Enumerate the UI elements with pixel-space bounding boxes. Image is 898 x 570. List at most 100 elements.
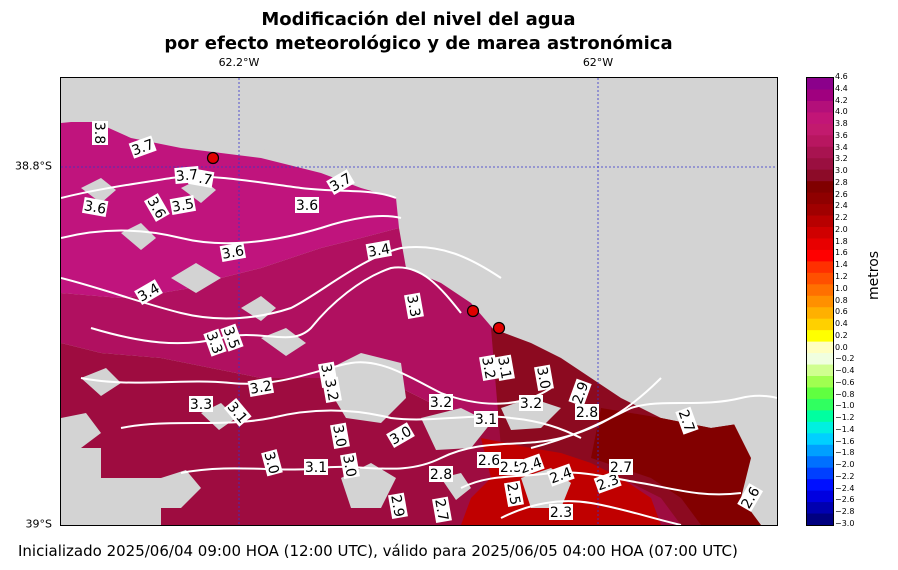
colorbar-tick-label: −1.6 <box>835 436 855 446</box>
station-2-marker[interactable] <box>466 304 480 318</box>
colorbar-segment <box>807 502 833 515</box>
colorbar-segment <box>807 330 833 343</box>
contour-label-bg <box>575 404 599 420</box>
contour-label-text: 3.1 <box>494 356 514 381</box>
land-north <box>61 78 777 525</box>
station-1-marker[interactable] <box>206 151 220 165</box>
colorbar-segment <box>807 307 833 320</box>
contour-2-4 <box>500 500 682 525</box>
colorbar-tick-label: 4.6 <box>835 72 848 81</box>
contour-label-text: 2.3 <box>550 505 572 521</box>
colorbar-tick-label: 1.8 <box>835 236 848 246</box>
contour-label: 2.5 <box>499 459 523 476</box>
lat-label-39: 39°S <box>25 517 52 531</box>
colorbar-segment <box>807 387 833 400</box>
contour-label: 3.2 <box>247 377 275 398</box>
colorbar-tick-label: 0.2 <box>835 330 848 340</box>
colorbar-tick-label: 0.4 <box>835 319 848 329</box>
station-3-marker[interactable] <box>492 321 506 335</box>
colorbar-segment <box>807 284 833 297</box>
contour-label: 2.8 <box>575 404 599 421</box>
contour-label: 2.7 <box>609 459 633 476</box>
land-patch-11 <box>501 398 561 430</box>
contour-label: 3.5 <box>220 323 244 352</box>
colorbar-tick-label: −0.2 <box>835 354 855 364</box>
contour-label-bg <box>479 354 499 382</box>
land-patch-17 <box>61 448 101 525</box>
contour-label-bg <box>546 463 575 487</box>
contour-label-text: 3.7 <box>175 167 199 185</box>
colorbar-segment <box>807 261 833 274</box>
contour-label-text: 2.8 <box>430 467 452 483</box>
colorbar-segment <box>807 376 833 388</box>
contour-label: 3.1 <box>304 459 328 476</box>
contour-label-bg <box>499 459 523 475</box>
contour-3-3 <box>90 266 462 345</box>
contour-label-text: 3.2 <box>249 378 274 398</box>
colorbar-segment <box>807 341 833 354</box>
contour-label-text: 2.9 <box>387 494 407 519</box>
colorbar-tick-label: 3.8 <box>835 119 848 129</box>
contour-label-bg <box>220 323 244 352</box>
contour-label-bg <box>247 377 275 397</box>
contour-label-bg <box>386 422 415 449</box>
contour-label-text: 2.7 <box>431 498 451 523</box>
contour-label-text: 3.8 <box>91 122 107 144</box>
contour-label: 3.0 <box>260 449 283 477</box>
contour-label-text: 2.4 <box>518 455 544 478</box>
contour-label: 2.8 <box>429 466 453 483</box>
contour-label-text: 2.3 <box>595 472 621 495</box>
contour-label-text: 2.6 <box>478 453 500 469</box>
contour-label-bg <box>675 406 699 435</box>
colorbar-tick-label: 0.8 <box>835 295 848 305</box>
contour-label: 3.0 <box>533 364 554 392</box>
colorbar-tick-label: 4.2 <box>835 95 848 105</box>
contour-label: 3.6 <box>219 242 247 263</box>
contour-label-text: 3.5 <box>171 196 196 216</box>
colorbar-segment <box>807 364 833 377</box>
contour-label-text: 3.7 <box>130 137 156 160</box>
colorbar-segment <box>807 513 833 526</box>
land-patch-7 <box>261 328 306 356</box>
lat-label-38-8: 38.8°S <box>15 159 52 173</box>
contour-label-text: 3.2 <box>478 356 498 381</box>
contour-label-text: 3.2 <box>520 396 542 412</box>
station-markers[interactable] <box>206 151 506 335</box>
contour-label-bg <box>568 378 592 407</box>
region-level-3-8 <box>61 120 399 298</box>
colorbar-segment <box>807 215 833 228</box>
colorbar-tick-label: 4.0 <box>835 107 848 117</box>
contour-label: 2.4 <box>546 463 575 487</box>
contour-label: 3.3 <box>189 396 213 413</box>
contour-label: 3.2 <box>321 376 342 404</box>
contour-label-bg <box>295 197 319 213</box>
contour-label-bg <box>340 452 360 480</box>
colorbar-segment <box>807 146 833 159</box>
contour-label-text: 3.3 <box>203 330 226 356</box>
contour-label: 2.7 <box>431 496 452 524</box>
contour-label-text: 3.5 <box>220 325 243 351</box>
contour-label-bg <box>261 449 283 477</box>
contour-label-bg <box>609 459 633 475</box>
colorbar-tick-label: 1.4 <box>835 260 848 270</box>
contour-label: 3.2 <box>519 395 543 412</box>
contour-label-text: 3.2 <box>430 395 452 411</box>
contour-label: 2.5 <box>503 480 524 508</box>
land-patch-4 <box>171 263 221 293</box>
colorbar-tick-label: 3.0 <box>835 166 848 176</box>
colorbar-segment <box>807 444 833 457</box>
map-svg: 3.83.73.6 3.63.63.43.33.53.33.53.7 3.73.63… <box>61 78 777 525</box>
map-area[interactable]: 3.8 3.7 3.6 3.6 3.6 3.4 3.3 3.5 3.3 3.5 3.7 3.7 3.6 3… <box>60 77 778 526</box>
contour-label-bg <box>516 453 545 477</box>
colorbar-tick-label: 0.6 <box>835 307 848 317</box>
colorbar-segment <box>807 272 833 285</box>
contour-label: 3.2 <box>478 354 499 382</box>
contour-label-bg <box>189 396 213 412</box>
contour-label-text: 3.6 <box>83 198 108 218</box>
graticule <box>61 78 777 525</box>
title-line-1: Modificación del nivel del agua <box>261 9 576 30</box>
colorbar-tick-label: −1.4 <box>835 424 855 434</box>
contour-label-bg <box>388 492 408 520</box>
colorbar-tick-label: 2.8 <box>835 177 848 187</box>
contour-label-text: 3.3 <box>403 294 423 319</box>
